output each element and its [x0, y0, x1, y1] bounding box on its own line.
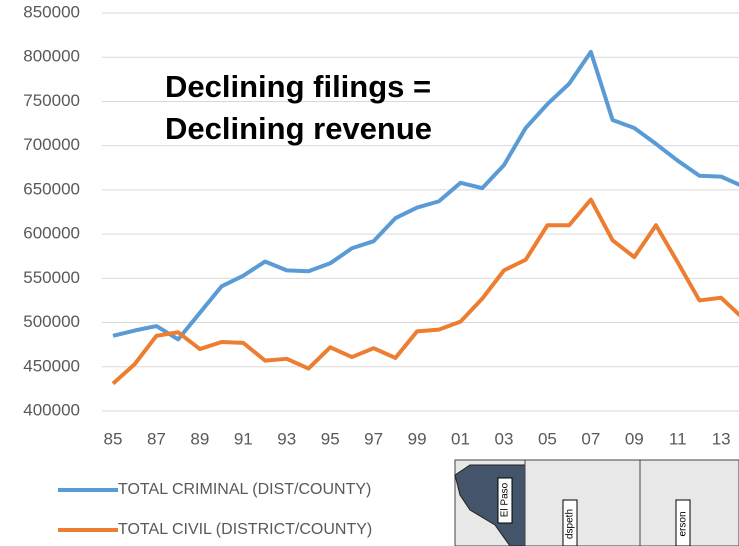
map-label-box	[497, 477, 513, 524]
map-label: dspeth	[565, 509, 576, 539]
x-tick-label: 85	[104, 429, 123, 448]
x-tick-label: 07	[581, 429, 600, 448]
x-tick-label: 05	[538, 429, 557, 448]
y-tick-label: 750000	[23, 91, 80, 110]
x-tick-label: 87	[147, 429, 166, 448]
x-tick-label: 89	[190, 429, 209, 448]
x-tick-label: 99	[408, 429, 427, 448]
x-tick-label: 95	[321, 429, 340, 448]
map-label-box	[675, 499, 691, 546]
x-tick-label: 03	[494, 429, 513, 448]
annotation: Declining revenue	[165, 111, 432, 146]
legend-label: TOTAL CIVIL (DISTRICT/COUNTY)	[118, 521, 372, 538]
x-tick-label: 09	[625, 429, 644, 448]
y-tick-label: 800000	[23, 47, 80, 66]
y-tick-label: 850000	[23, 2, 80, 21]
legend-label: TOTAL CRIMINAL (DIST/COUNTY)	[118, 481, 371, 498]
plot: 400000 450000 500000 550000 600000 650000 7000…	[23, 2, 739, 538]
x-tick-label: 91	[234, 429, 253, 448]
x-tick-label: 93	[277, 429, 296, 448]
x-tick-label: 11	[669, 429, 687, 448]
x-tick-label: 97	[364, 429, 383, 448]
map-label-box	[562, 499, 578, 546]
map-label: El Paso	[500, 482, 511, 517]
y-tick-label: 650000	[23, 179, 80, 198]
x-tick-label: 01	[451, 429, 470, 448]
y-tick-label: 500000	[23, 312, 80, 331]
y-tick-label: 400000	[23, 400, 80, 419]
annotation: Declining filings =	[165, 69, 431, 104]
y-tick-label: 450000	[23, 356, 80, 375]
series-line	[111, 197, 739, 386]
y-tick-label: 600000	[23, 224, 80, 243]
x-tick-label: 13	[712, 429, 731, 448]
series-line	[112, 49, 739, 342]
map-label: erson	[678, 511, 689, 536]
map-inset: El Paso dspeth erson	[454, 459, 739, 546]
y-tick-label: 700000	[23, 135, 80, 154]
y-tick-label: 550000	[23, 268, 80, 287]
